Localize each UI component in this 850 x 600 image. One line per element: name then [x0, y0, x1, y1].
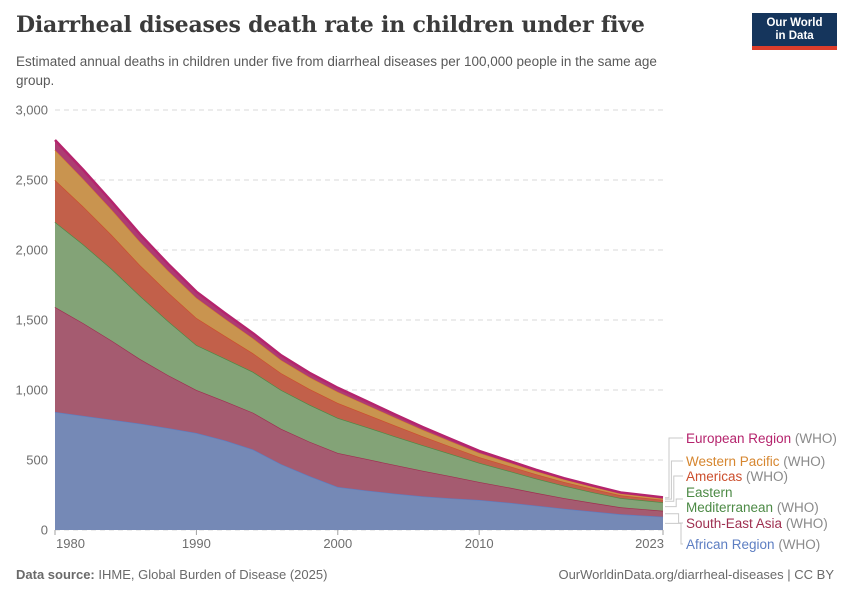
- data-source-value: IHME, Global Burden of Disease (2025): [94, 567, 328, 582]
- chart-subtitle: Estimated annual deaths in children unde…: [16, 54, 657, 89]
- legend-connector: [665, 475, 683, 502]
- owid-logo-line1: Our World: [766, 16, 823, 29]
- legend-item-western-pacific[interactable]: Western Pacific (WHO): [686, 454, 825, 469]
- x-axis-tick-label: 1980: [56, 536, 85, 551]
- owid-logo: Our World in Data: [752, 13, 837, 50]
- y-axis-tick-label: 0: [41, 523, 48, 538]
- x-axis-tick-label: 1990: [182, 536, 211, 551]
- y-axis-tick-label: 2,000: [15, 243, 48, 258]
- y-axis-tick-label: 500: [26, 453, 48, 468]
- chart-title: Diarrheal diseases death rate in childre…: [16, 12, 645, 38]
- legend-connector: [665, 437, 683, 499]
- legend-item-south-east-asia[interactable]: South-East Asia (WHO): [686, 516, 828, 531]
- legend-item-americas[interactable]: Americas (WHO): [686, 469, 788, 484]
- legend-series-suffix: (WHO): [783, 454, 826, 469]
- legend-series-name: South-East Asia: [686, 516, 786, 531]
- legend-series-name: African Region: [686, 537, 779, 552]
- data-source-label: Data source:: [16, 567, 95, 582]
- owid-logo-line2: in Data: [775, 29, 814, 42]
- y-axis-tick-label: 2,500: [15, 173, 48, 188]
- area-african-region[interactable]: [55, 412, 663, 530]
- legend-connector: [665, 513, 683, 524]
- legend-connector: [665, 460, 683, 500]
- legend-series-suffix: (WHO): [746, 469, 788, 484]
- legend-series-name: Americas: [686, 469, 747, 484]
- license-link[interactable]: OurWorldinData.org/diarrheal-diseases | …: [558, 567, 834, 582]
- legend-series-suffix: (WHO): [776, 500, 819, 515]
- x-axis-tick-label: 2000: [323, 536, 352, 551]
- legend-series-name: Eastern Mediterranean: [686, 485, 777, 515]
- y-axis-tick-label: 1,000: [15, 383, 48, 398]
- y-axis-tick-label: 3,000: [15, 103, 48, 118]
- area-south-east-asia[interactable]: [55, 307, 663, 517]
- legend-connector: [665, 498, 683, 508]
- legend-connector: [665, 522, 683, 545]
- legend-item-european-region[interactable]: European Region (WHO): [686, 431, 837, 446]
- area-topline-european-region: [54, 139, 664, 499]
- y-axis-tick-label: 1,500: [15, 313, 48, 328]
- legend-series-suffix: (WHO): [778, 537, 821, 552]
- x-axis-tick-label: 2010: [465, 536, 494, 551]
- x-axis-tick-label: 2023: [635, 536, 664, 551]
- legend-item-african-region[interactable]: African Region (WHO): [686, 537, 820, 552]
- legend-series-name: Western Pacific: [686, 454, 784, 469]
- data-source: Data source: IHME, Global Burden of Dise…: [16, 567, 327, 582]
- legend-series-suffix: (WHO): [794, 431, 837, 446]
- legend-series-name: European Region: [686, 431, 795, 446]
- area-eastern-mediterranean[interactable]: [55, 222, 663, 511]
- legend-series-suffix: (WHO): [785, 516, 828, 531]
- legend-item-eastern-mediterranean[interactable]: Eastern Mediterranean (WHO): [686, 485, 822, 515]
